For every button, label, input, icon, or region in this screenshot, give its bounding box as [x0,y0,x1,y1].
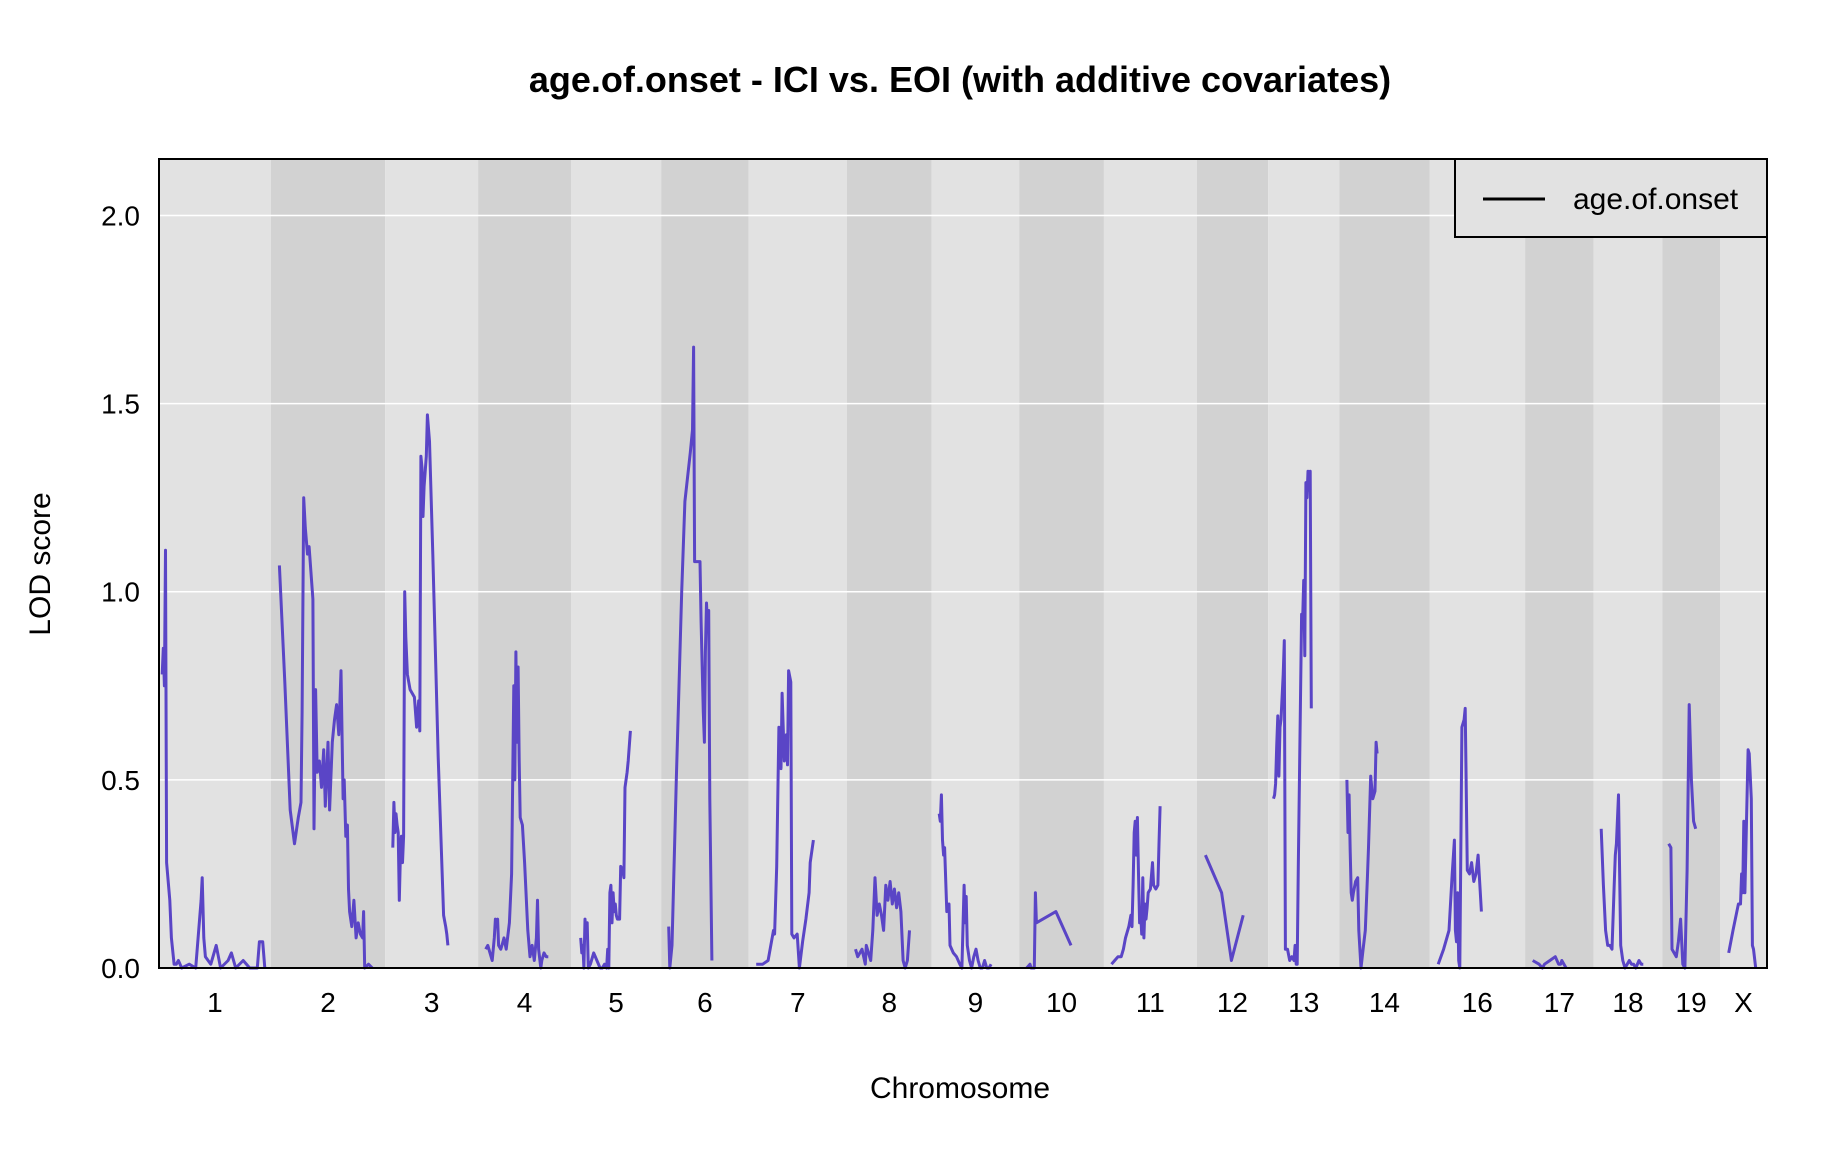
lod-line-chr-18 [1599,793,1644,970]
x-tick-label-11: 11 [1136,987,1165,1018]
lod-line-chr-14 [1345,740,1379,970]
lod-line-chr-3 [391,413,450,946]
x-tick-label-X: X [1734,987,1753,1018]
chromosome-band-10 [1019,159,1104,968]
x-tick-label-6: 6 [697,987,713,1018]
chart-title: age.of.onset - ICI vs. EOI (with additiv… [529,59,1391,100]
x-tick-label-17: 17 [1544,987,1575,1018]
lod-line-chr-11 [1110,806,1162,966]
x-tick-label-4: 4 [517,987,533,1018]
y-tick-label-2.0: 2.0 [101,200,140,231]
plot-frame [158,158,1768,969]
lod-line-chr-8 [854,876,911,970]
lod-line-chr-19 [1667,703,1698,970]
chromosome-band-2 [270,159,386,968]
chromosome-band-12 [1196,159,1269,968]
chromosome-band-18 [1593,159,1663,968]
chromosome-band-17 [1525,159,1594,968]
gridlines [159,214,1767,781]
chromosome-band-5 [570,159,662,968]
chromosome-band-19 [1662,159,1721,968]
lod-series [160,345,1758,970]
x-tick-label-13: 13 [1288,987,1319,1018]
x-tick-label-3: 3 [424,987,440,1018]
lod-line-chr-16 [1436,706,1483,970]
lod-line-chr-13 [1272,469,1313,966]
legend-label: age.of.onset [1573,183,1739,216]
chromosome-band-1 [159,159,271,968]
x-tick-label-1: 1 [207,987,223,1018]
lod-line-chr-7 [756,669,815,970]
lod-line-chr-X [1727,748,1758,969]
x-tick-label-18: 18 [1612,987,1643,1018]
y-tick-label-0.5: 0.5 [101,765,140,796]
lod-line-chr-4 [484,650,549,970]
x-tick-label-9: 9 [968,987,984,1018]
lod-line-chr-1 [160,548,267,970]
chromosome-band-8 [846,159,932,968]
chromosome-band-7 [748,159,847,968]
x-tick-label-10: 10 [1046,987,1077,1018]
lod-line-chr-6 [667,345,714,970]
y-tick-label-1.5: 1.5 [101,389,140,420]
chromosome-band-16 [1429,159,1526,968]
y-axis: 0.0 0.5 1.0 1.5 2.0 [101,200,140,984]
x-tick-label-7: 7 [790,987,806,1018]
chromosome-band-9 [931,159,1020,968]
y-axis-label: LOD score [24,492,57,635]
chromosome-band-11 [1103,159,1197,968]
y-tick-label-1.0: 1.0 [101,577,140,608]
lod-line-chr-10 [1025,891,1073,970]
x-tick-label-14: 14 [1369,987,1400,1018]
lod-line-chr-12 [1204,854,1245,962]
x-tick-label-5: 5 [608,987,624,1018]
x-tick-label-12: 12 [1217,987,1248,1018]
x-axis: 1 2 3 4 5 6 7 8 9 10 11 12 13 14 16 17 18 19 X [207,987,1753,1018]
x-tick-label-16: 16 [1462,987,1493,1018]
chromosome-bands [159,159,1767,968]
x-axis-label: Chromosome [870,1072,1050,1105]
x-tick-label-8: 8 [882,987,898,1018]
legend: age.of.onset [1454,158,1768,238]
x-tick-label-2: 2 [320,987,336,1018]
x-tick-label-19: 19 [1676,987,1707,1018]
y-tick-label-0.0: 0.0 [101,953,140,984]
lod-line-chr-2 [277,496,374,970]
lod-line-chr-17 [1531,955,1568,970]
chromosome-band-4 [478,159,571,968]
chromosome-band-14 [1339,159,1430,968]
chromosome-band-13 [1268,159,1340,968]
